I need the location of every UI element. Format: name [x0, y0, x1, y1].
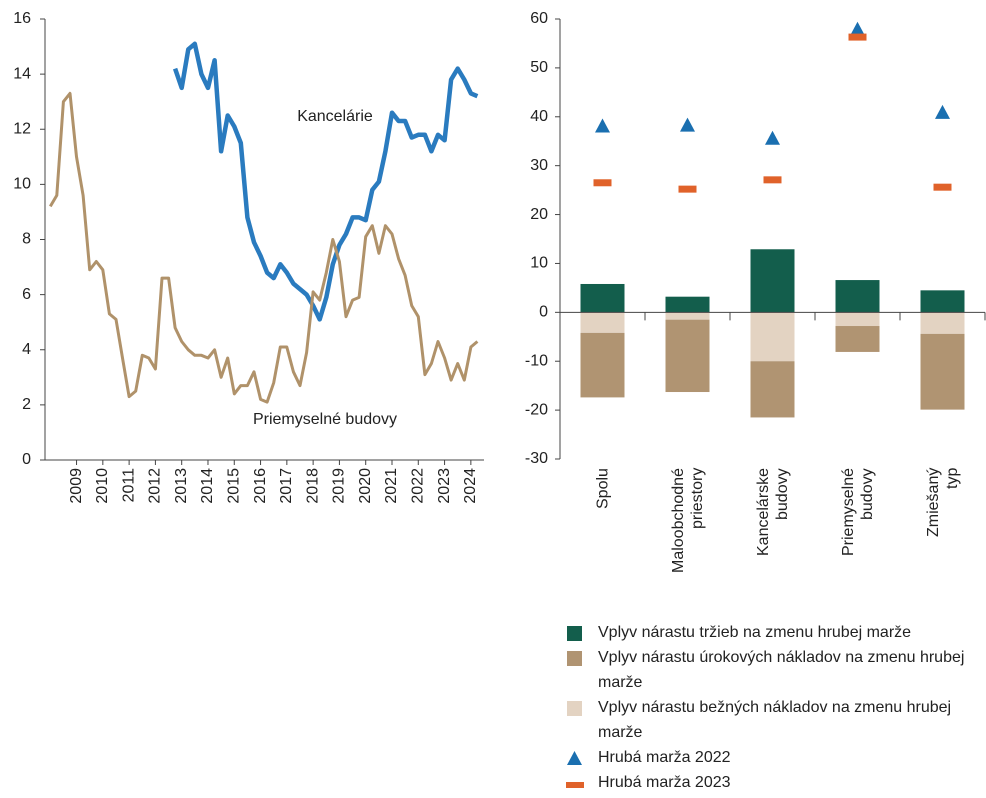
marker-triangle	[850, 21, 865, 36]
bar	[920, 290, 965, 313]
y-tick-label: 20	[530, 206, 548, 223]
bar	[835, 326, 880, 352]
bar	[665, 312, 710, 320]
x-tick-label: 2022	[410, 468, 427, 504]
x-tick-label: Kancelárske budovy	[754, 468, 791, 557]
y-tick-label: -20	[525, 401, 548, 418]
bar	[750, 312, 795, 362]
x-tick-label: Maloobchodné priestory	[669, 468, 706, 573]
legend-label: Vplyv nárastu bežných nákladov na zmenu …	[598, 699, 952, 741]
y-tick-label: 0	[539, 304, 548, 321]
bar	[920, 333, 965, 410]
series-label: Kancelárie	[297, 108, 373, 125]
marker-triangle	[935, 104, 950, 119]
bar	[580, 312, 625, 333]
x-tick-label: 2023	[436, 468, 453, 504]
y-tick-label: 14	[13, 65, 31, 82]
y-tick-label: 40	[530, 108, 548, 125]
legend-swatch	[567, 626, 582, 641]
bar	[665, 319, 710, 393]
marker-dash	[678, 185, 697, 193]
y-tick-label: 6	[22, 286, 31, 303]
x-tick-label: 2019	[331, 468, 348, 504]
y-tick-label: 60	[530, 10, 548, 27]
y-tick-label: -30	[525, 450, 548, 467]
marker-dash	[593, 179, 612, 187]
x-tick-label: Spolu	[594, 468, 611, 509]
y-tick-label: -10	[525, 352, 548, 369]
x-tick-label: 2014	[199, 468, 216, 504]
x-tick-label: 2018	[304, 468, 321, 504]
legend-swatch	[567, 751, 582, 765]
marker-dash	[933, 183, 952, 191]
legend-triangle	[567, 751, 582, 765]
legend-item: Hrubá marža 2023	[562, 770, 972, 795]
y-tick-label: 16	[13, 10, 31, 27]
legend-item: Vplyv nárastu tržieb na zmenu hrubej mar…	[562, 620, 972, 645]
legend-square	[567, 651, 582, 666]
legend-dash	[566, 782, 584, 788]
x-tick-label: 2009	[68, 468, 85, 504]
bar	[665, 296, 710, 313]
y-tick-label: 0	[22, 451, 31, 468]
marker-triangle	[595, 118, 610, 133]
marker-triangle	[765, 130, 780, 145]
legend-square	[567, 626, 582, 641]
legend-item: Hrubá marža 2022	[562, 745, 972, 770]
x-tick-label: 2010	[94, 468, 111, 504]
x-tick-label: 2016	[252, 468, 269, 504]
legend-item: Vplyv nárastu úrokových nákladov na zmen…	[562, 645, 972, 695]
y-tick-label: 30	[530, 157, 548, 174]
y-tick-label: 10	[530, 255, 548, 272]
legend-label: Hrubá marža 2022	[598, 749, 731, 766]
legend-label: Hrubá marža 2023	[598, 774, 731, 791]
legend-swatch	[567, 651, 582, 666]
x-tick-label: Zmiešaný typ	[924, 468, 961, 538]
y-tick-label: 2	[22, 396, 31, 413]
marker-triangle	[680, 117, 695, 132]
x-tick-label: 2012	[147, 468, 164, 504]
x-tick-label: 2015	[225, 468, 242, 504]
bar	[920, 312, 965, 334]
y-tick-label: 8	[22, 231, 31, 248]
bar	[580, 283, 625, 313]
bar	[750, 249, 795, 313]
y-tick-label: 4	[22, 341, 31, 358]
legend-swatch	[567, 701, 582, 716]
legend-label: Vplyv nárastu tržieb na zmenu hrubej mar…	[598, 624, 912, 641]
legend: Vplyv nárastu tržieb na zmenu hrubej mar…	[562, 620, 972, 795]
legend-item: Vplyv nárastu bežných nákladov na zmenu …	[562, 695, 972, 745]
series-line	[49, 91, 479, 404]
x-tick-label: 2011	[120, 468, 137, 503]
y-tick-label: 50	[530, 59, 548, 76]
x-tick-label: 2020	[357, 468, 374, 504]
series-label: Priemyselné budovy	[253, 411, 397, 428]
legend-label: Vplyv nárastu úrokových nákladov na zmen…	[598, 649, 965, 691]
x-tick-label: 2021	[383, 468, 400, 504]
bar	[835, 312, 880, 327]
y-tick-label: 10	[13, 176, 31, 193]
series-line	[172, 41, 479, 322]
legend-square	[567, 701, 582, 716]
marker-dash	[848, 33, 867, 41]
x-tick-label: 2017	[278, 468, 295, 504]
legend-swatch	[566, 782, 584, 788]
x-tick-label: Priemyselné budovy	[839, 468, 876, 557]
bar	[750, 361, 795, 418]
bar	[580, 332, 625, 398]
x-tick-label: 2024	[462, 468, 479, 504]
bar	[835, 280, 880, 313]
y-tick-label: 12	[13, 120, 31, 137]
marker-dash	[763, 176, 782, 184]
x-tick-label: 2013	[173, 468, 190, 504]
